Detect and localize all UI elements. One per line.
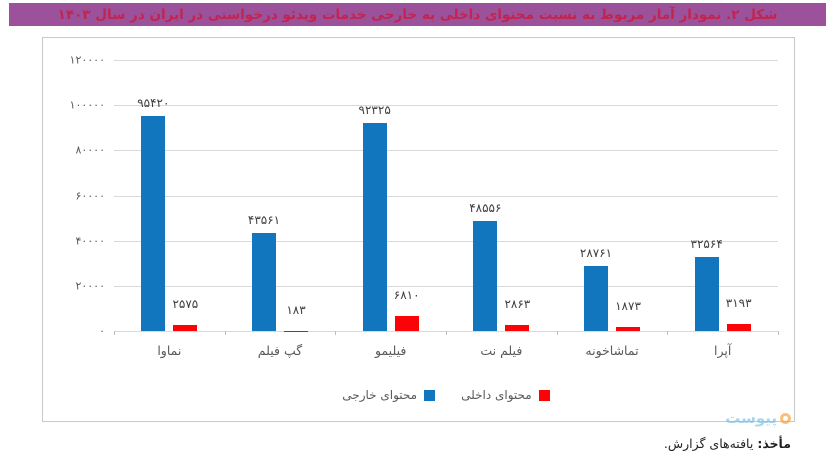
y-gridline xyxy=(114,195,778,197)
plot-area: ۹۵۴۲۰ ۲۵۷۵ ۴۳۵۶۱ ۱۸۳ ۹۲۳۲۵ ۶۸۱۰ ۴۸۵۵۶ ۲۸۶۳ ۲۸۷۶۱… xyxy=(114,60,778,332)
watermark-logo: پیوست xyxy=(725,409,791,427)
source-text: یافته‌های گزارش. xyxy=(663,436,754,451)
x-axis-tick xyxy=(446,331,447,335)
y-axis-tick-label: ۴۰۰۰۰ xyxy=(75,234,105,248)
watermark-text: پیوست xyxy=(725,409,777,427)
y-axis-tick-label: ۸۰۰۰۰ xyxy=(75,143,105,157)
bar-domestic-content xyxy=(173,325,198,331)
x-axis-category-label: آپرا xyxy=(713,343,732,358)
bar-domestic-content xyxy=(505,324,530,331)
bar-domestic-content xyxy=(616,326,640,331)
bar-domestic-content xyxy=(726,323,751,331)
x-axis-tick xyxy=(778,331,779,335)
bar-value-label-domestic: ۳۱۹۳ xyxy=(725,295,752,310)
bar-value-label-domestic: ۲۸۶۳ xyxy=(504,296,531,311)
watermark-dot-icon xyxy=(780,412,791,424)
x-axis-tick xyxy=(224,331,226,335)
source-label: مأخذ: xyxy=(757,436,791,451)
bar-group: ۳۲۵۶۴ ۳۱۹۳ xyxy=(691,60,752,331)
y-gridline xyxy=(114,105,778,107)
x-axis-tick xyxy=(667,331,669,335)
bar-value-label-domestic: ۱۸۳ xyxy=(286,302,306,317)
bar-foreign-content xyxy=(252,232,276,331)
bar-value-label-domestic: ۶۸۱۰ xyxy=(393,287,420,302)
y-gridline xyxy=(114,285,778,287)
bar-foreign-content xyxy=(473,221,498,331)
bar-value-label-foreign: ۹۲۳۲۵ xyxy=(358,102,391,117)
chart-card: ۹۵۴۲۰ ۲۵۷۵ ۴۳۵۶۱ ۱۸۳ ۹۲۳۲۵ ۶۸۱۰ ۴۸۵۵۶ ۲۸۶۳ ۲۸۷۶۱… xyxy=(42,37,795,422)
bar-group: ۲۸۷۶۱ ۱۸۷۳ xyxy=(580,60,641,331)
bar-value-label-domestic: ۲۵۷۵ xyxy=(172,297,199,312)
x-axis-category-label: تماشاخونه xyxy=(585,343,639,358)
x-axis-category-label: فیلیمو xyxy=(374,343,407,358)
bar-value-label-foreign: ۹۵۴۲۰ xyxy=(137,95,170,110)
legend-item-label: محتوای داخلی xyxy=(461,388,532,402)
x-axis-tick xyxy=(335,331,337,335)
bar-value-label-foreign: ۳۲۵۶۴ xyxy=(690,237,723,252)
x-axis-tick xyxy=(556,331,558,335)
bar-group: ۹۵۴۲۰ ۲۵۷۵ xyxy=(137,60,198,331)
y-gridline xyxy=(114,150,778,152)
bar-group: ۹۲۳۲۵ ۶۸۱۰ xyxy=(359,60,420,331)
bar-foreign-content xyxy=(584,266,608,331)
y-gridline xyxy=(114,60,778,61)
bar-foreign-content xyxy=(141,115,166,331)
bar-value-label-foreign: ۴۸۵۵۶ xyxy=(469,201,502,216)
bar-foreign-content xyxy=(362,122,387,331)
x-axis-category-label: نماوا xyxy=(157,343,182,358)
y-axis-tick-label: ۰ xyxy=(99,324,105,338)
legend-swatch-icon xyxy=(424,389,436,401)
y-axis-tick-label: ۱۰۰۰۰۰ xyxy=(69,98,105,112)
x-axis-tick xyxy=(114,331,115,335)
x-axis-category-label: فیلم نت xyxy=(480,343,523,358)
y-axis-tick-label: ۶۰۰۰۰ xyxy=(75,189,105,202)
legend-item: محتوای خارجی xyxy=(342,388,436,402)
figure-title: شکل ۲. نمودار آمار مربوط به نسبت محتوای … xyxy=(57,6,778,23)
bar-group: ۴۳۵۶۱ ۱۸۳ xyxy=(248,60,308,331)
legend-swatch-icon xyxy=(538,389,550,401)
y-axis-tick-label: ۲۰۰۰۰ xyxy=(75,279,105,293)
bar-domestic-content xyxy=(394,315,419,331)
bar-value-label-foreign: ۲۸۷۶۱ xyxy=(579,246,613,261)
bar-group: ۴۸۵۵۶ ۲۸۶۳ xyxy=(469,60,530,331)
figure-title-bar: شکل ۲. نمودار آمار مربوط به نسبت محتوای … xyxy=(9,3,826,26)
y-axis-tick-label: ۱۲۰۰۰۰ xyxy=(69,53,105,67)
bar-foreign-content xyxy=(694,257,719,331)
bar-value-label-domestic: ۱۸۷۳ xyxy=(615,298,641,313)
bar-value-label-foreign: ۴۳۵۶۱ xyxy=(247,212,281,227)
legend-item: محتوای داخلی xyxy=(461,388,550,402)
y-gridline xyxy=(114,240,778,242)
x-axis-category-label: گپ فیلم xyxy=(257,343,303,358)
legend-item-label: محتوای خارجی xyxy=(342,388,418,402)
source-line: مأخذ: یافته‌های گزارش. xyxy=(664,436,791,451)
chart-legend: محتوای داخلی محتوای خارجی xyxy=(114,384,778,406)
